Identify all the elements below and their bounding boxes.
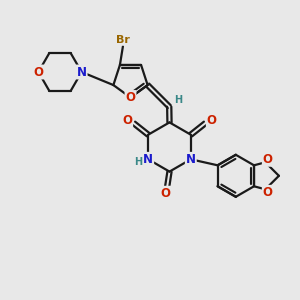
Text: N: N [143,153,153,166]
Text: O: O [263,153,273,166]
Text: H: H [134,157,142,167]
Text: O: O [263,186,273,199]
Text: H: H [174,95,182,105]
Text: O: O [125,91,136,104]
Text: O: O [122,114,132,128]
Text: O: O [33,65,43,79]
Text: O: O [160,187,171,200]
Text: O: O [207,114,217,128]
Text: N: N [186,153,196,166]
Text: Br: Br [116,35,130,45]
Text: N: N [76,65,87,79]
